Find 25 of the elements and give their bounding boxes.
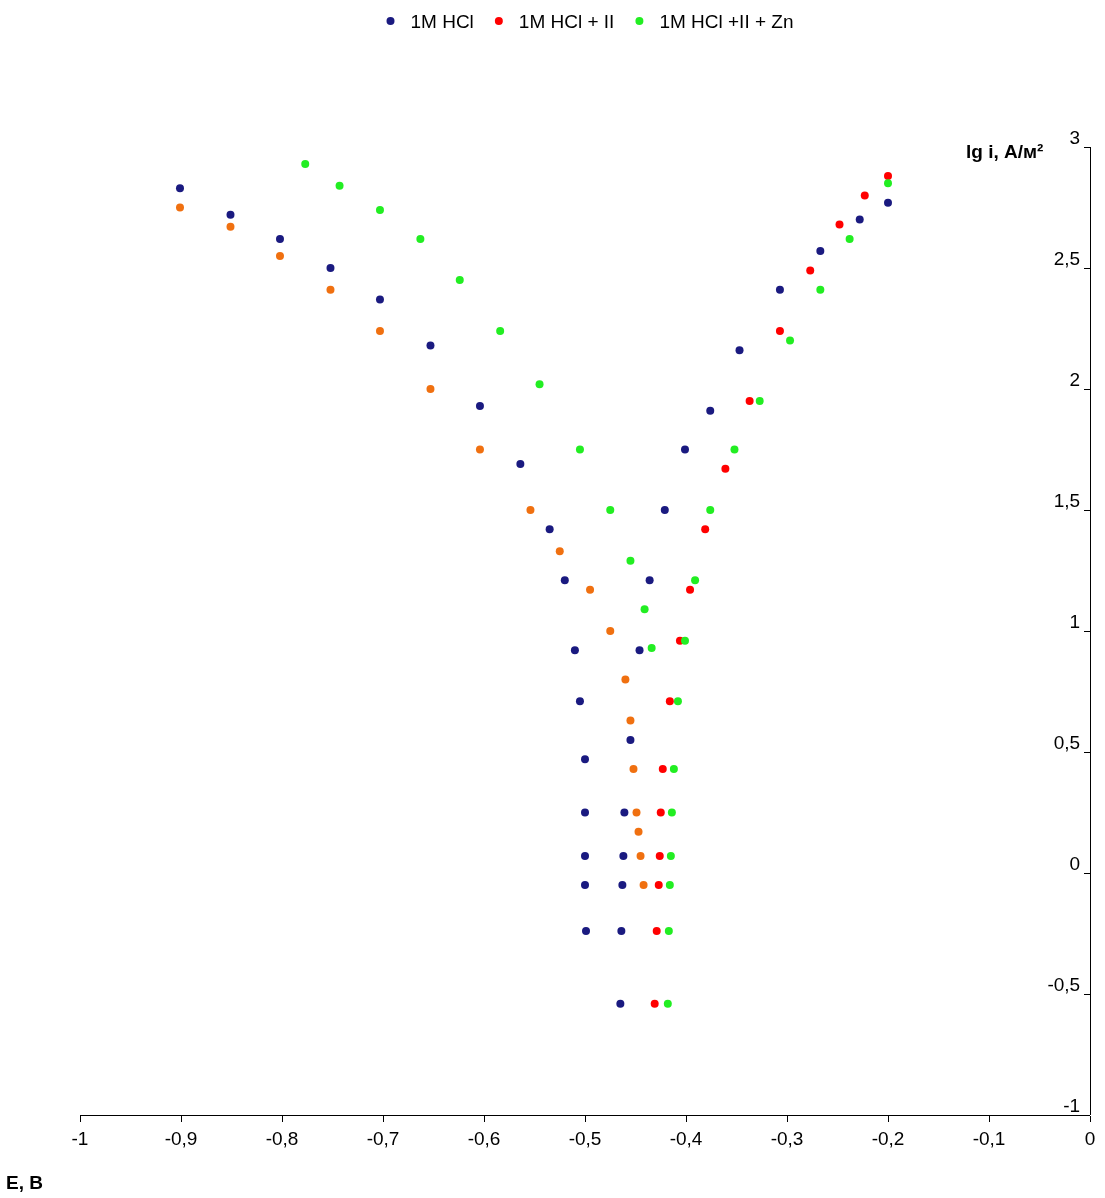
legend-label: 1M HCl xyxy=(410,11,474,33)
x-tick-label: -0,9 xyxy=(164,1127,198,1149)
x-tick-label: -0,7 xyxy=(366,1127,400,1149)
y-axis-title: lg i, А/м² xyxy=(966,141,1044,162)
x-tick-label: -0,2 xyxy=(871,1127,905,1149)
x-tick-label: -0,3 xyxy=(770,1127,804,1149)
y-tick-label: -0,5 xyxy=(1047,973,1081,995)
x-tick-label: -0,1 xyxy=(972,1127,1006,1149)
y-tick-label: -1 xyxy=(1063,1094,1081,1116)
x-axis-title: E, В xyxy=(6,1172,43,1193)
legend-label: 1M HCl +II + Zn xyxy=(659,11,794,33)
y-tick-label: 1 xyxy=(1069,610,1081,632)
x-tick-label: -0,8 xyxy=(265,1127,299,1149)
x-tick-label: -0,6 xyxy=(467,1127,501,1149)
y-tick-label: 2,5 xyxy=(1053,247,1081,269)
y-tick-label: 3 xyxy=(1069,126,1081,148)
y-tick-label: 2 xyxy=(1069,368,1081,390)
y-tick-label: 0,5 xyxy=(1053,731,1081,753)
x-tick-label: -0,5 xyxy=(568,1127,602,1149)
x-tick-label: -1 xyxy=(71,1127,89,1149)
x-tick-label: 0 xyxy=(1084,1127,1096,1149)
legend-label: 1M HCl + II xyxy=(518,11,615,33)
x-tick-label: -0,4 xyxy=(669,1127,703,1149)
y-tick-label: 0 xyxy=(1069,852,1081,874)
y-tick-label: 1,5 xyxy=(1053,489,1081,511)
